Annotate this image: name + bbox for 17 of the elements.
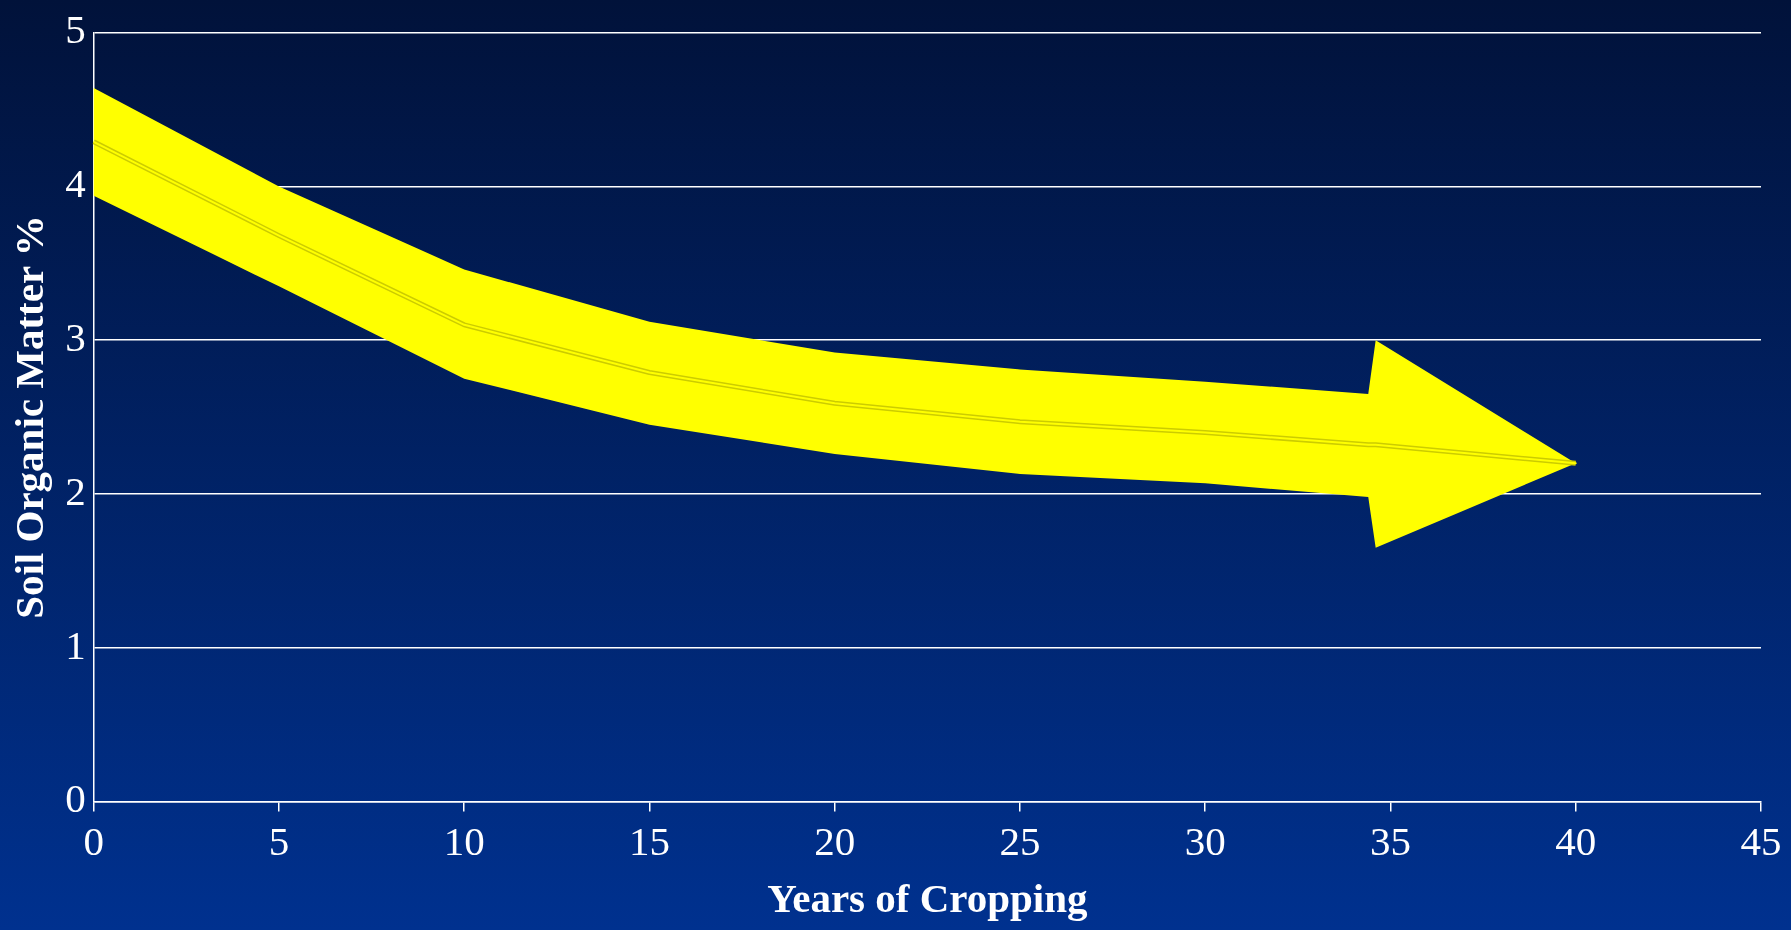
x-tick-label: 25 (999, 817, 1041, 864)
x-tick-label: 40 (1555, 817, 1597, 864)
x-tick-label: 15 (628, 817, 670, 864)
x-tick-label: 5 (268, 817, 290, 864)
y-tick-label: 1 (65, 621, 86, 668)
x-axis-title: Years of Cropping (767, 874, 1089, 921)
y-axis-title: Soil Organic Matter % (6, 215, 53, 619)
y-tick-label: 2 (65, 467, 86, 514)
y-tick-label: 4 (65, 160, 86, 207)
x-tick-label: 10 (443, 817, 485, 864)
y-tick-label: 0 (65, 775, 86, 822)
y-tick-label: 3 (65, 313, 86, 360)
x-tick-label: 45 (1740, 817, 1782, 864)
x-tick-label: 35 (1369, 817, 1411, 864)
y-tick-label: 5 (65, 6, 86, 53)
x-tick-label: 30 (1184, 817, 1226, 864)
x-tick-label: 20 (814, 817, 856, 864)
